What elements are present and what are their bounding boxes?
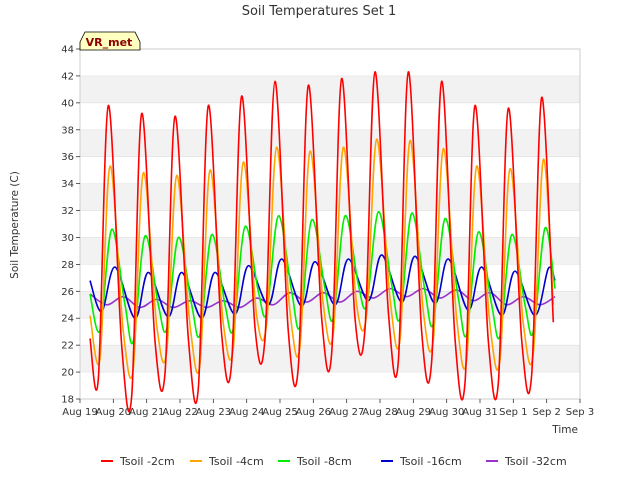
x-tick-label: Aug 31 bbox=[462, 407, 497, 418]
y-tick-label: 32 bbox=[61, 206, 74, 217]
x-tick-label: Sep 1 bbox=[499, 407, 527, 418]
x-tick-label: Aug 24 bbox=[229, 407, 264, 418]
y-axis-label: Soil Temperature (C) bbox=[9, 171, 21, 279]
y-tick-label: 22 bbox=[61, 341, 74, 352]
x-tick-label: Aug 19 bbox=[62, 407, 97, 418]
y-tick-label: 20 bbox=[61, 368, 74, 379]
x-tick-label: Aug 27 bbox=[329, 407, 364, 418]
y-tick-label: 24 bbox=[61, 314, 74, 325]
legend-label: Tsoil -16cm bbox=[399, 455, 462, 468]
x-tick-label: Aug 25 bbox=[262, 407, 297, 418]
grid-band bbox=[80, 129, 580, 157]
grid-band bbox=[80, 237, 580, 265]
y-tick-label: 30 bbox=[61, 233, 74, 244]
y-tick-label: 34 bbox=[61, 179, 74, 190]
legend-label: Tsoil -8cm bbox=[296, 455, 352, 468]
y-tick-label: 44 bbox=[61, 45, 74, 56]
x-tick-label: Aug 30 bbox=[429, 407, 464, 418]
chart-title: Soil Temperatures Set 1 bbox=[242, 4, 397, 19]
x-tick-label: Aug 26 bbox=[296, 407, 331, 418]
series-line-tsoil-4cm bbox=[89, 138, 555, 380]
x-tick-label: Aug 29 bbox=[396, 407, 431, 418]
y-tick-label: 18 bbox=[61, 395, 74, 406]
vr-met-annotation: VR_met bbox=[79, 31, 141, 51]
series-line-tsoil-2cm bbox=[89, 71, 555, 413]
plot-frame bbox=[79, 48, 581, 400]
y-tick-label: 28 bbox=[61, 260, 74, 271]
y-tick-label: 36 bbox=[61, 152, 74, 163]
grid-band bbox=[80, 75, 580, 103]
y-tick-label: 42 bbox=[61, 71, 74, 82]
x-tick-label: Aug 21 bbox=[129, 407, 164, 418]
legend-label: Tsoil -2cm bbox=[119, 455, 175, 468]
y-tick-label: 26 bbox=[61, 287, 74, 298]
x-tick-label: Aug 23 bbox=[196, 407, 231, 418]
x-tick-label: Aug 28 bbox=[362, 407, 397, 418]
x-tick-label: Sep 2 bbox=[532, 407, 560, 418]
x-tick-label: Sep 3 bbox=[566, 407, 594, 418]
x-tick-label: Aug 20 bbox=[96, 407, 131, 418]
x-tick-label: Aug 22 bbox=[162, 407, 197, 418]
legend-label: Tsoil -4cm bbox=[208, 455, 264, 468]
legend-label: Tsoil -32cm bbox=[504, 455, 567, 468]
y-tick-label: 40 bbox=[61, 98, 74, 109]
legend: Tsoil -2cm Tsoil -4cm Tsoil -8cm Tsoil -16c… bbox=[101, 455, 567, 468]
grid-band bbox=[80, 183, 580, 211]
annotation-label: VR_met bbox=[86, 36, 133, 49]
x-axis-label: Time bbox=[551, 424, 578, 436]
y-tick-label: 38 bbox=[61, 125, 74, 136]
